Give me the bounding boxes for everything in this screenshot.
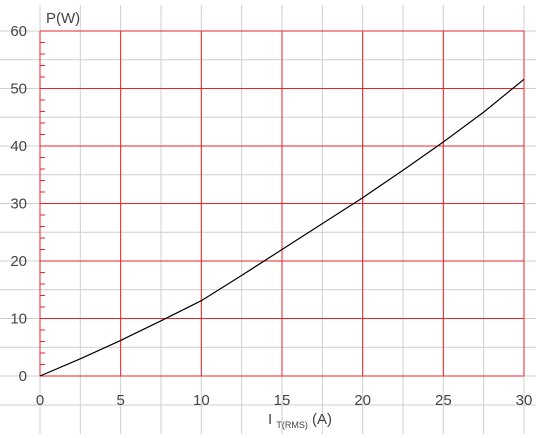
y-minor-ticks (40, 30, 45, 377)
x-axis-label: I T(RMS) (A) (268, 411, 332, 432)
y-tick-label: 20 (10, 253, 27, 270)
x-tick-label: 10 (193, 392, 210, 409)
y-tick-label: 30 (10, 196, 27, 213)
x-axis-label-subscript: T(RMS) (276, 420, 308, 430)
x-tick-label: 15 (274, 392, 291, 409)
x-tick-label: 0 (36, 392, 44, 409)
x-axis-label-unit: (A) (312, 411, 332, 428)
y-tick-label: 0 (19, 368, 27, 385)
y-tick-label: 40 (10, 138, 27, 155)
x-tick-label: 30 (516, 392, 533, 409)
x-axis-label-main: I (268, 411, 272, 428)
x-tick-label: 20 (354, 392, 371, 409)
y-tick-labels: 0 10 20 30 40 50 60 (10, 23, 27, 385)
x-tick-label: 5 (116, 392, 124, 409)
y-tick-label: 60 (10, 23, 27, 40)
x-tick-labels: 0 5 10 15 20 25 30 (36, 392, 533, 409)
y-tick-label: 50 (10, 81, 27, 98)
y-axis-label: P(W) (46, 10, 80, 27)
major-grid (39, 30, 525, 377)
power-curve (39, 78, 525, 377)
y-tick-label: 10 (10, 311, 27, 328)
minor-grid (0, 5, 536, 434)
x-tick-label: 25 (435, 392, 452, 409)
